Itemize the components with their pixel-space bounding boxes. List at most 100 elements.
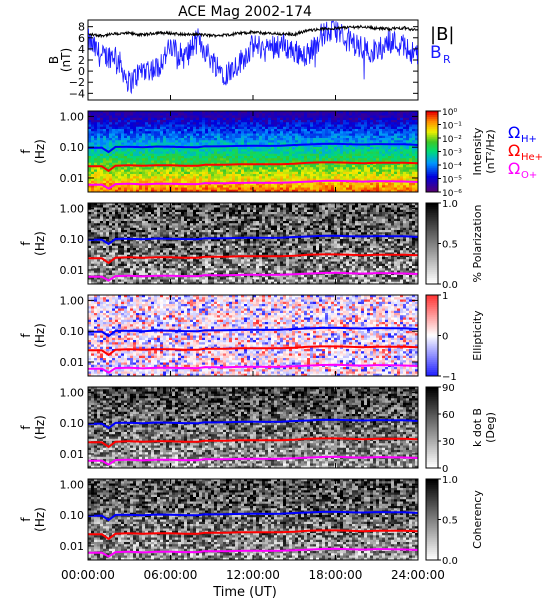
chart-title: ACE Mag 2002-174	[178, 4, 312, 20]
y-tick-label: 0.01	[60, 356, 85, 369]
y-tick-label: 0.10	[60, 417, 85, 430]
colorbar-tick-label: 0	[442, 464, 448, 475]
legend-o-plus: O+	[521, 170, 537, 181]
y-tick-label: 0.01	[60, 448, 85, 461]
colorbar-tick-label: 0.5	[442, 240, 458, 251]
spectrogram-image	[88, 387, 418, 468]
colorbar-label: Coherency	[471, 490, 484, 549]
colorbar: 1 0 −1 Ellipticity	[425, 291, 484, 383]
gyrofrequency-legend: Ω H+Ω He+Ω O+	[508, 123, 543, 181]
y-tick-label: 1.00	[60, 386, 85, 399]
y-axis-unit: (Hz)	[33, 323, 47, 348]
spectrogram-image	[88, 295, 418, 376]
colorbar-tick-label: 10⁻⁵	[442, 176, 462, 186]
y-tick-label: 4	[78, 43, 85, 56]
y-tick-label: 0	[78, 65, 85, 78]
y-axis-label: f	[19, 425, 33, 430]
colorbar-label: k dot B	[471, 408, 484, 447]
y-axis-unit: (Hz)	[33, 139, 47, 164]
colorbar-tick-label: 0.5	[442, 516, 458, 527]
y-axis-unit: (Hz)	[33, 231, 47, 256]
y-axis-label: f	[19, 333, 33, 338]
colorbar-frame	[425, 386, 439, 469]
colorbar-tick-label: 90	[442, 383, 455, 394]
y-tick-label: 0.01	[60, 264, 85, 277]
y-tick-label: 1.00	[60, 478, 85, 491]
colorbar-tick-label: 0.0	[442, 280, 458, 291]
legend-h-plus: H+	[521, 134, 537, 145]
legend-he-plus: He+	[521, 152, 543, 163]
y-tick-label: 0.10	[60, 509, 85, 522]
y-tick-label: 6	[78, 32, 85, 45]
y-axis-unit: (Hz)	[33, 415, 47, 440]
legend-radial-subscript: R	[443, 53, 451, 66]
gyrofrequency-line-He-plus	[88, 161, 418, 173]
panel-ellipticity: 1.00 0.10 0.01 f (Hz) 1 0 −1 Ellipticity	[19, 291, 484, 383]
x-tick-label: 18:00:00	[309, 568, 363, 582]
colorbar-tick-label: 1	[442, 291, 448, 302]
colorbar: 1.0 0.5 0.0 % Polarization	[425, 199, 484, 291]
colorbar-label: % Polarization	[471, 205, 484, 283]
colorbar-tick-label: 10⁻²	[442, 135, 462, 145]
colorbar-tick-label: 0.0	[442, 556, 458, 567]
y-tick-label: 1.00	[60, 294, 85, 307]
x-tick-label: 12:00:00	[226, 568, 280, 582]
panel-wave-normal-angle: 1.00 0.10 0.01 f (Hz) 90 60 30 0 k dot B (Deg)	[19, 383, 497, 475]
x-tick-label: 00:00:00	[61, 568, 115, 582]
colorbar-tick-label: −1	[442, 372, 457, 383]
legend-total-field: |B|	[430, 24, 454, 45]
legend-omega-o: Ω	[508, 159, 520, 178]
colorbar-tick-label: 1.0	[442, 475, 458, 486]
y-axis-unit: (Hz)	[33, 507, 47, 532]
y-tick-label: 0.10	[60, 233, 85, 246]
colorbar-tick-label: 0	[442, 332, 448, 343]
x-tick-label: 06:00:00	[144, 568, 198, 582]
gyrofrequency-line-H-plus	[88, 234, 418, 246]
y-axis-label: f	[19, 517, 33, 522]
colorbar-unit: (nT²/Hz)	[484, 129, 497, 173]
legend-omega-h: Ω	[508, 123, 520, 142]
gyrofrequency-line-O-plus	[88, 455, 418, 466]
y-axis-unit: (nT)	[59, 48, 73, 72]
y-tick-label: 8	[78, 21, 85, 34]
y-tick-label: 0.01	[60, 540, 85, 553]
colorbar-tick-label: 60	[442, 410, 455, 421]
y-tick-label: 1.00	[60, 110, 85, 123]
colorbar-tick-label: 10⁰	[442, 108, 457, 118]
gyrofrequency-line-He-plus	[88, 253, 418, 265]
panel-coherency: 1.00 0.10 0.01 f (Hz) 1.0 0.5 0.0 Coherency	[19, 475, 484, 567]
gyrofrequency-line-H-plus	[88, 418, 418, 430]
gyrofrequency-line-O-plus	[88, 271, 418, 282]
y-tick-label: 2	[78, 54, 85, 67]
colorbar-unit: (Deg)	[484, 412, 497, 443]
y-axis-label: f	[19, 149, 33, 154]
gyrofrequency-line-H-plus	[88, 510, 418, 522]
y-tick-label: 0.01	[60, 172, 85, 185]
gyrofrequency-line-He-plus	[88, 437, 418, 449]
colorbar-tick-label: 30	[442, 437, 455, 448]
colorbar-label: Ellipticity	[471, 310, 484, 361]
gyrofrequency-line-O-plus	[88, 547, 418, 558]
colorbar: 1.0 0.5 0.0 Coherency	[425, 475, 484, 567]
gyrofrequency-line-H-plus	[88, 326, 418, 338]
y-tick-label: 1.00	[60, 202, 85, 215]
series-radial-field	[88, 20, 418, 95]
colorbar-tick-label: 10⁻⁶	[442, 189, 462, 199]
y-tick-label: −4	[69, 87, 85, 100]
colorbar-tick-label: 1.0	[442, 199, 458, 210]
colorbar-tick-label: 10⁻¹	[442, 122, 462, 132]
series-total-field	[88, 24, 418, 39]
panel-polarization: 1.00 0.10 0.01 f (Hz) 1.0 0.5 0.0 % Polarization	[19, 199, 484, 291]
gyrofrequency-line-He-plus	[88, 529, 418, 541]
colorbar-label: Intensity	[471, 127, 484, 175]
gyrofrequency-line-O-plus	[88, 363, 418, 374]
y-axis-label: B	[47, 56, 61, 64]
gyrofrequency-line-H-plus	[88, 142, 418, 154]
y-tick-label: 0.10	[60, 141, 85, 154]
gyrofrequency-line-O-plus	[88, 179, 418, 190]
spectrogram-image	[88, 111, 418, 192]
gyrofrequency-line-He-plus	[88, 345, 418, 357]
legend-radial-field: B	[430, 43, 442, 63]
y-tick-label: 0.10	[60, 325, 85, 338]
